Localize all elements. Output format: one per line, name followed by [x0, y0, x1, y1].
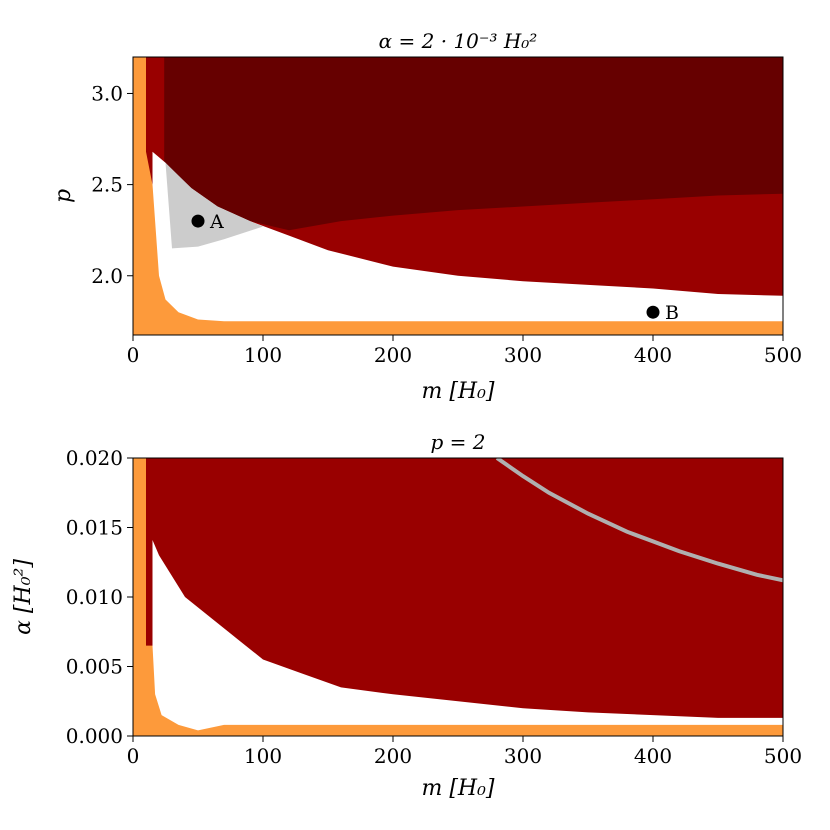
top-panel-plot-area: AB: [132, 56, 784, 336]
gray-curve: [495, 458, 783, 583]
bottom-panel-y-axis-label: α [H₀²]: [11, 559, 36, 635]
x-tick-label: 500: [764, 744, 802, 768]
bottom-panel-x-axis-label: m [H₀]: [421, 776, 494, 801]
y-tick-label: 3.0: [91, 81, 123, 105]
x-tick-label: 0: [127, 744, 140, 768]
bottom-panel-plot-area: [132, 457, 784, 737]
bottom-panel-regions: [133, 458, 783, 736]
bottom-panel-ticks: 0 100 200 300 400 500 0.000 0.005 0.010 0.015 0.02…: [66, 446, 802, 768]
region-white: [152, 151, 783, 335]
top-panel-frame: [132, 56, 784, 336]
x-tick-label: 300: [504, 343, 542, 367]
x-tick-label: 100: [244, 343, 282, 367]
bottom-panel-title: p = 2: [431, 430, 486, 454]
point-b: [646, 305, 660, 319]
top-panel-ticks: 0 100 200 300 400 500 2.0 2.5 3.0: [91, 81, 802, 367]
y-tick-label: 0.015: [66, 516, 123, 540]
y-tick-label: 0.020: [66, 446, 123, 470]
y-tick-label: 2.5: [91, 173, 123, 197]
y-tick-label: 0.010: [66, 585, 123, 609]
top-panel-y-axis-label: p: [51, 189, 76, 203]
x-tick-label: 300: [504, 744, 542, 768]
y-tick-label: 0.005: [66, 655, 123, 679]
x-tick-label: 100: [244, 744, 282, 768]
region-gray: [165, 162, 263, 249]
x-tick-label: 200: [374, 343, 412, 367]
x-tick-label: 500: [764, 343, 802, 367]
x-tick-label: 400: [634, 744, 672, 768]
point-label: B: [665, 302, 679, 324]
point-a: [191, 214, 205, 228]
x-tick-label: 0: [127, 343, 140, 367]
y-tick-label: 0.000: [66, 724, 123, 748]
top-panel-x-axis-label: m [H₀]: [421, 379, 494, 404]
point-label: A: [209, 211, 224, 233]
bottom-panel: p = 2 0 100 200 300 400 500 0.000 0.005 0.010 0.0…: [11, 430, 802, 801]
x-tick-label: 400: [634, 343, 672, 367]
y-tick-label: 2.0: [91, 264, 123, 288]
top-panel-title: α = 2 · 10⁻³ H₀²: [379, 29, 538, 53]
top-panel: α = 2 · 10⁻³ H₀² AB 0 100 200 300 400 5002.02…: [51, 29, 802, 404]
top-panel-regions: [133, 57, 783, 335]
x-tick-label: 200: [374, 744, 412, 768]
region-white: [152, 540, 783, 736]
region-darkred: [164, 57, 783, 231]
